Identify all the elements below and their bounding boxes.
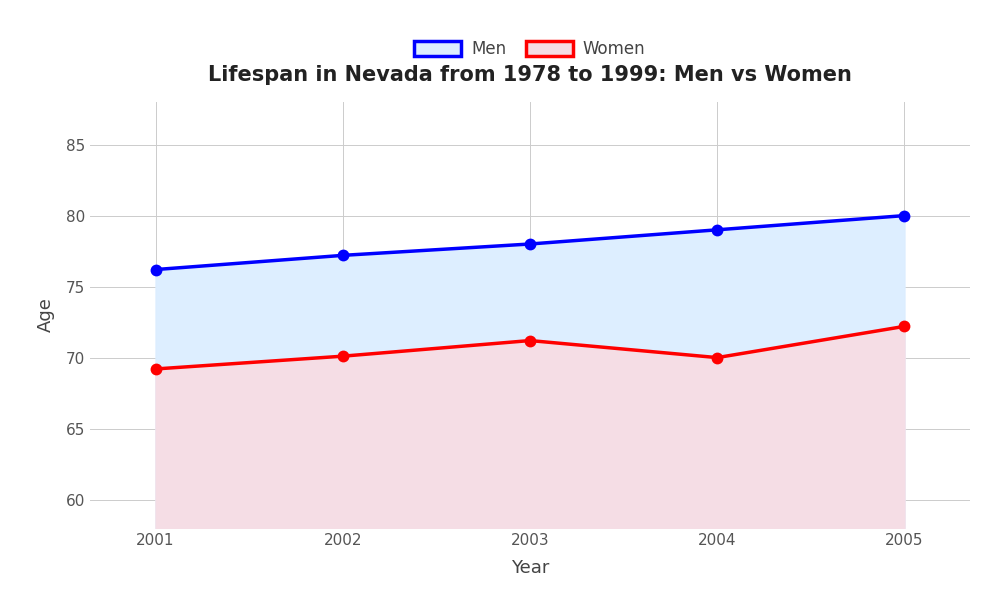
Y-axis label: Age: Age: [37, 298, 55, 332]
Legend: Men, Women: Men, Women: [408, 34, 652, 65]
Title: Lifespan in Nevada from 1978 to 1999: Men vs Women: Lifespan in Nevada from 1978 to 1999: Me…: [208, 65, 852, 85]
X-axis label: Year: Year: [511, 559, 549, 577]
